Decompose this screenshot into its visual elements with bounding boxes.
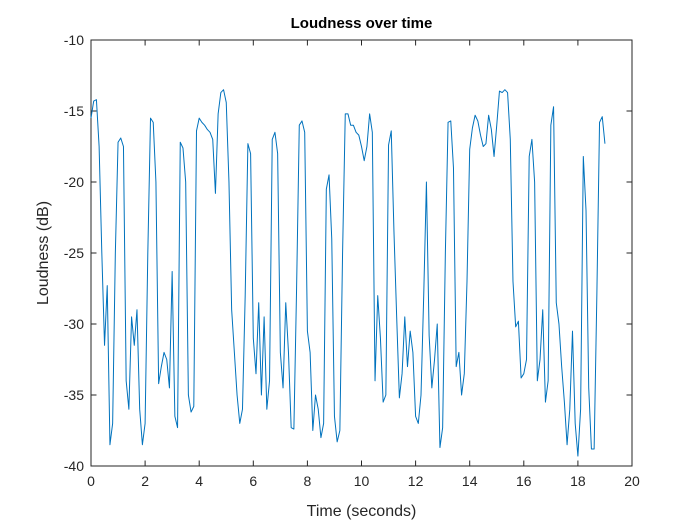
y-tick-label: -20 [64, 174, 84, 190]
chart-title: Loudness over time [291, 15, 433, 32]
y-tick-label: -25 [64, 245, 84, 261]
y-tick-label: -10 [64, 32, 84, 48]
y-tick-label: -40 [64, 458, 84, 474]
x-tick-label: 10 [354, 473, 370, 489]
x-tick-label: 4 [195, 473, 203, 489]
y-tick-label: -15 [64, 103, 84, 119]
plot-area [91, 40, 632, 466]
x-tick-label: 16 [516, 473, 532, 489]
x-tick-label: 2 [141, 473, 149, 489]
y-axis-label: Loudness (dB) [35, 201, 52, 305]
x-axis-label: Time (seconds) [307, 503, 417, 520]
x-tick-label: 18 [570, 473, 586, 489]
x-tick-label: 6 [249, 473, 257, 489]
x-tick-label: 14 [462, 473, 478, 489]
axes-box [90, 39, 633, 467]
y-tick-label: -35 [64, 387, 84, 403]
x-tick-label: 20 [624, 473, 640, 489]
x-tick-label: 12 [408, 473, 424, 489]
y-tick-label: -30 [64, 316, 84, 332]
x-tick-label: 8 [304, 473, 312, 489]
data-line [90, 89, 606, 457]
x-tick-label: 0 [87, 473, 95, 489]
